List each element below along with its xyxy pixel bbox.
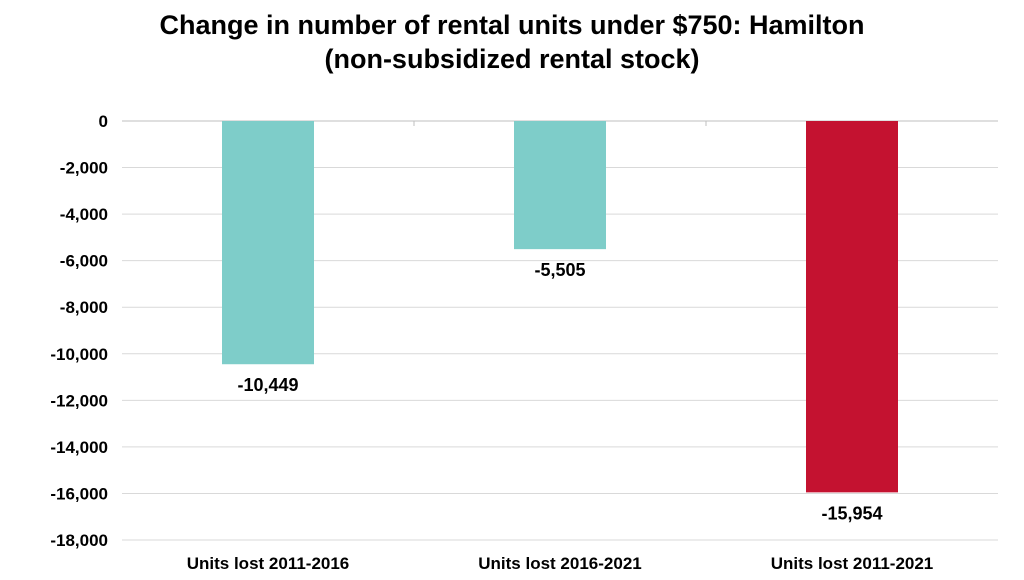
bar [222, 121, 314, 365]
x-axis: Units lost 2011-2016 Units lost 2016-2021… [187, 554, 934, 573]
y-tick-label: -10,000 [50, 345, 108, 364]
chart-title-line-2: (non-subsidized rental stock) [324, 44, 700, 74]
y-tick-label: -4,000 [60, 205, 108, 224]
x-category-label: Units lost 2011-2021 [771, 554, 934, 573]
y-tick-label: -18,000 [50, 531, 108, 550]
bar-value-label: -5,505 [534, 260, 585, 280]
x-category-label: Units lost 2016-2021 [478, 554, 641, 573]
y-tick-label: 0 [99, 112, 108, 131]
bar-value-label: -15,954 [821, 503, 882, 523]
y-tick-label: -16,000 [50, 484, 108, 503]
y-tick-label: -8,000 [60, 298, 108, 317]
bar [514, 121, 606, 250]
chart-title-line-1: Change in number of rental units under $… [159, 10, 865, 40]
bars [222, 121, 898, 493]
y-tick-label: -14,000 [50, 438, 108, 457]
bar [806, 121, 898, 493]
y-tick-label: -6,000 [60, 252, 108, 271]
y-axis: 0 -2,000 -4,000 -6,000 -8,000 -10,000 -12,000 -… [50, 112, 108, 550]
y-tick-label: -2,000 [60, 159, 108, 178]
x-category-label: Units lost 2011-2016 [187, 554, 350, 573]
chart-title: Change in number of rental units under $… [0, 8, 1024, 76]
y-tick-label: -12,000 [50, 391, 108, 410]
bar-value-label: -10,449 [237, 375, 298, 395]
data-labels: -10,449 -5,505 -15,954 [237, 260, 882, 523]
